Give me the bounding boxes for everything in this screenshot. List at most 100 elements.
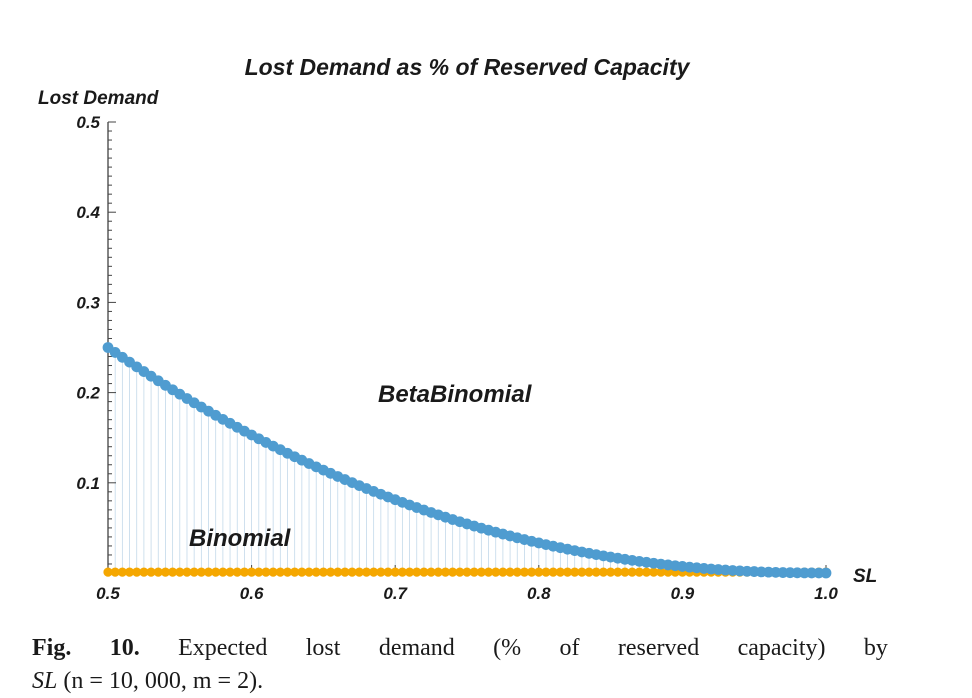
binomial-point (361, 567, 372, 577)
binomial-point (649, 567, 659, 577)
binomial-point (519, 567, 530, 577)
binomial-point (117, 567, 127, 577)
binomial-point (390, 567, 400, 577)
binomial-point (541, 567, 551, 577)
binomial-point (218, 567, 228, 577)
y-axis-label: Lost Demand (38, 88, 159, 109)
y-tick-label: 0.1 (76, 474, 100, 493)
binomial-point (132, 567, 142, 577)
series-label-binomial: Binomial (189, 525, 292, 552)
caption-line-1: Fig. 10. Expected lost demand (% of reserved ca… (32, 632, 888, 665)
binomial-point (146, 567, 156, 577)
binomial-point (168, 567, 178, 577)
lost-demand-chart: Lost Demand as % of Reserved Capacity Lo… (38, 54, 877, 603)
binomial-point (448, 567, 458, 577)
binomial-point (534, 567, 544, 577)
binomial-point (189, 567, 199, 577)
series-label-betabinomial: BetaBinomial (378, 381, 533, 408)
binomial-point (369, 567, 379, 577)
binomial-point (304, 567, 314, 577)
binomial-point (555, 567, 565, 577)
binomial-point (483, 567, 494, 577)
binomial-point (476, 567, 486, 577)
binomial-point (584, 567, 594, 577)
binomial-point (211, 567, 221, 577)
binomial-point (153, 567, 163, 577)
binomial-point (290, 567, 300, 577)
binomial-point (491, 567, 501, 577)
caption-word: Expected (178, 635, 268, 661)
caption-word: by (863, 635, 888, 661)
binomial-point (333, 567, 343, 577)
binomial-point (397, 567, 407, 577)
x-tick-label: 0.6 (240, 584, 264, 603)
y-tick-label: 0.3 (76, 293, 100, 312)
x-axis-label: SL (853, 566, 877, 587)
x-tick-label: 0.5 (96, 584, 120, 603)
binomial-point (591, 567, 601, 577)
betabinomial-point (820, 567, 832, 579)
fill-lines (107, 347, 820, 573)
binomial-point (512, 567, 522, 577)
binomial-point (498, 567, 508, 577)
binomial-point (347, 567, 357, 577)
caption-word: lost (305, 635, 341, 661)
binomial-point (577, 567, 587, 577)
caption-sl: SL (32, 668, 58, 694)
caption-fig-label: Fig. (32, 635, 72, 661)
x-tick-label: 0.8 (527, 584, 551, 603)
binomial-point (426, 567, 436, 577)
caption-line-2: SL (n = 10, 000, m = 2). (32, 665, 888, 698)
binomial-point (527, 567, 537, 577)
data-points (102, 342, 832, 579)
y-tick-label: 0.4 (76, 203, 100, 222)
x-tick-label: 0.9 (671, 584, 695, 603)
binomial-point (175, 567, 185, 577)
x-tick-label: 1.0 (814, 584, 838, 603)
binomial-point (455, 567, 465, 577)
binomial-point (613, 567, 623, 577)
binomial-point (469, 567, 479, 577)
binomial-point (419, 567, 429, 577)
binomial-point (606, 567, 616, 577)
caption-word: 10. (109, 635, 140, 661)
binomial-point (440, 567, 451, 577)
binomial-point (641, 567, 652, 577)
chart-title: Lost Demand as % of Reserved Capacity (245, 54, 691, 80)
binomial-point (433, 567, 443, 577)
caption-word: of (559, 635, 580, 661)
caption-word: reserved (617, 635, 700, 661)
binomial-point (570, 567, 580, 577)
binomial-point (325, 567, 336, 577)
binomial-point (297, 567, 307, 577)
binomial-point (376, 567, 386, 577)
caption-word: (% (493, 635, 522, 661)
binomial-point (656, 567, 666, 577)
binomial-point (340, 567, 350, 577)
binomial-point (412, 567, 422, 577)
binomial-point (196, 567, 206, 577)
caption-word: demand (378, 635, 455, 661)
binomial-point (239, 567, 250, 577)
binomial-point (139, 567, 149, 577)
binomial-point (225, 567, 235, 577)
tick-labels: 0.1 0.2 0.3 0.4 0.5 0.5 0.6 0.7 0.8 0.9 1.0 (76, 113, 838, 603)
figure-caption: Fig. 10. Expected lost demand (% of reserved ca… (32, 632, 888, 698)
binomial-point (247, 567, 257, 577)
binomial-point (124, 567, 135, 577)
binomial-point (282, 567, 293, 577)
binomial-point (182, 567, 192, 577)
binomial-point (354, 567, 364, 577)
caption-params: (n = 10, 000, m = 2). (63, 668, 264, 694)
binomial-point (261, 567, 271, 577)
binomial-point (548, 567, 558, 577)
binomial-point (562, 567, 573, 577)
caption-word: capacity) (737, 635, 826, 661)
binomial-point (634, 567, 644, 577)
binomial-point (268, 567, 278, 577)
binomial-point (383, 567, 393, 577)
binomial-point (232, 567, 242, 577)
binomial-point (505, 567, 515, 577)
y-tick-label: 0.2 (76, 384, 100, 403)
binomial-point (598, 567, 609, 577)
